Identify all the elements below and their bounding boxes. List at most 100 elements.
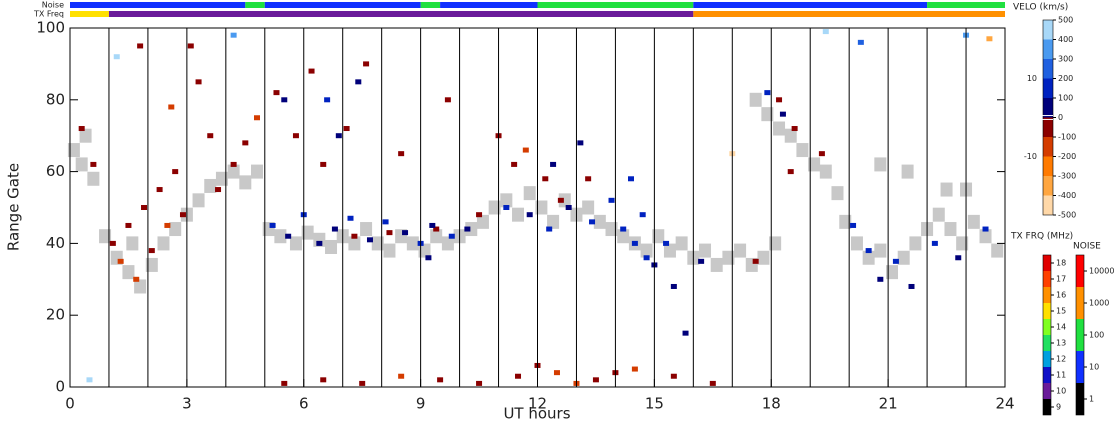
velocity-tick-label: -300: [1058, 172, 1076, 181]
velocity-tick-label: 200: [1058, 74, 1073, 83]
freq-bar-tick-label: 13: [1056, 339, 1066, 348]
velocity-cell: [526, 212, 533, 218]
ground-scatter-cell: [886, 265, 899, 280]
velocity-cell: [113, 54, 120, 60]
velocity-cell: [86, 377, 93, 383]
ground-scatter-cell: [831, 186, 844, 201]
tx-strip-label: TX Freq: [33, 10, 64, 19]
velocity-cell: [448, 233, 455, 239]
velocity-cell: [254, 115, 260, 121]
ground-scatter-cell: [488, 200, 501, 215]
velocity-tick-label: -400: [1058, 191, 1076, 200]
velocity-cell: [857, 39, 864, 45]
velocity-cell: [592, 377, 599, 383]
ground-scatter-cell: [239, 175, 252, 190]
velocity-cell: [230, 32, 237, 38]
ground-scatter-cell: [640, 243, 653, 258]
noise-strip-label: Noise: [42, 1, 64, 10]
velocity-cell: [589, 219, 596, 225]
velocity-cell: [522, 147, 529, 153]
velocity-cell: [515, 373, 522, 379]
ground-scatter-cell: [699, 243, 712, 258]
velocity-cell: [433, 226, 440, 232]
ground-scatter-cell: [722, 250, 735, 265]
ground-scatter-cell: [979, 229, 992, 244]
velocity-tick-label: -500: [1058, 211, 1076, 220]
velocity-scale-label: VELO (km/s): [1013, 3, 1068, 13]
ground-scatter-cell: [605, 222, 618, 237]
ground-scatter-cell: [617, 229, 630, 244]
ground-scatter-cell: [383, 243, 396, 258]
ground-scatter-cell: [134, 279, 147, 294]
ground-scatter-cell: [512, 207, 525, 222]
velocity-cell: [137, 43, 144, 49]
velocity-cell: [164, 222, 171, 228]
velocity-cell: [577, 140, 584, 146]
velocity-cell: [331, 226, 338, 232]
velocity-cell: [172, 169, 179, 175]
ground-scatter-cell: [769, 236, 782, 251]
velocity-cell: [444, 97, 451, 103]
ground-scatter-cell: [784, 128, 797, 143]
velocity-cell: [752, 258, 759, 264]
velocity-cell: [565, 205, 572, 210]
velocity-cell: [850, 222, 857, 228]
velocity-cell: [818, 151, 825, 157]
freq-bar-block: [1043, 399, 1051, 415]
ground-scatter-cell: [301, 225, 314, 240]
ground-scatter-cell: [901, 164, 914, 179]
freq-bar-block: [1043, 303, 1051, 319]
velocity-cell: [631, 240, 638, 246]
velocity-cell: [242, 140, 249, 146]
velocity-bar-block: [1043, 156, 1053, 176]
velocity-cell: [78, 126, 85, 132]
velocity-zero-tick-label: -10: [1024, 152, 1037, 161]
freq-bar-tick-label: 16: [1056, 291, 1066, 300]
velocity-cell: [908, 283, 915, 289]
velocity-cell: [585, 176, 592, 182]
ground-scatter-cell: [734, 243, 747, 258]
velocity-cell: [608, 197, 615, 203]
ground-scatter-cell: [289, 236, 302, 251]
ground-scatter-cell: [523, 186, 536, 201]
ground-scatter-cell: [956, 236, 969, 251]
ground-scatter-cell: [371, 236, 384, 251]
ground-scatter-cell: [839, 214, 852, 229]
velocity-cell: [476, 380, 483, 386]
y-tick-label: 60: [46, 162, 65, 180]
velocity-tick-label: 0: [1058, 113, 1063, 122]
noise-bar-tick-label: 10: [1089, 363, 1099, 372]
velocity-cell: [865, 248, 872, 254]
velocity-bar-block: [1043, 117, 1053, 137]
ground-scatter-cell: [558, 193, 571, 208]
velocity-cell: [90, 161, 97, 167]
velocity-cell: [787, 169, 794, 175]
velocity-cell: [324, 97, 331, 103]
velocity-cell: [156, 187, 163, 193]
velocity-cell: [187, 43, 194, 49]
velocity-cell: [215, 187, 222, 193]
freq-bar-tick-label: 9: [1056, 403, 1061, 412]
x-tick-label: 24: [995, 395, 1014, 413]
y-tick-label: 20: [46, 306, 65, 324]
velocity-bar-block: [1043, 98, 1053, 118]
velocity-cell: [386, 230, 393, 236]
ground-scatter-cell: [535, 200, 548, 215]
ground-scatter-cell: [761, 107, 774, 122]
ground-scatter-cell: [465, 222, 478, 237]
noise-segment: [264, 2, 421, 8]
velocity-cell: [351, 233, 358, 239]
velocity-cell: [148, 248, 155, 254]
velocity-cell: [402, 230, 409, 236]
ground-scatter-cell: [757, 250, 770, 265]
velocity-cell: [125, 222, 132, 228]
velocity-cell: [511, 161, 518, 167]
noise-bar-block: [1076, 383, 1084, 415]
x-tick-label: 21: [879, 395, 898, 413]
noise-bar-block: [1076, 319, 1084, 351]
velocity-cell: [195, 79, 202, 85]
velocity-cell: [382, 219, 389, 225]
velocity-cell: [822, 29, 829, 35]
velocity-cell: [429, 222, 436, 228]
x-tick-label: 15: [645, 395, 664, 413]
